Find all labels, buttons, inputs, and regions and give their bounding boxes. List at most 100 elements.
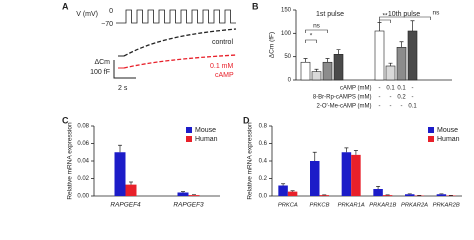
y-axis-label: Relative mRNA expression <box>247 122 254 200</box>
bar <box>436 194 447 196</box>
condition-value: 0.1 <box>397 86 406 92</box>
y-tick-label: 0.02 <box>77 176 89 182</box>
y-tick-label: 0.4 <box>259 159 268 165</box>
error-bar <box>388 62 393 66</box>
bar <box>351 154 361 196</box>
significance-bracket <box>379 16 431 20</box>
condition-value: 0.1 <box>408 104 417 110</box>
condition-label: 8-Br-Rp-cAMPS (mM) <box>313 95 372 101</box>
x-tick-label: RAPGEF4 <box>110 202 141 209</box>
bar <box>382 195 393 196</box>
error-bar <box>312 151 317 161</box>
bar <box>373 189 383 196</box>
error-bar <box>118 144 122 153</box>
error-bar <box>290 190 295 192</box>
error-bar <box>303 58 308 63</box>
bar <box>278 185 288 196</box>
condition-label: 2-O′-Me-cAMP (mM) <box>316 104 371 110</box>
bar <box>407 30 418 81</box>
condition-value: - <box>379 86 381 92</box>
condition-value: - <box>401 104 403 110</box>
bar <box>114 152 126 196</box>
y-tick-label: 0.00 <box>77 194 89 200</box>
error-bar <box>410 20 415 31</box>
y-tick-label: 100 <box>281 31 292 37</box>
x-tick-label: PRKAR2A <box>401 203 428 209</box>
error-bar <box>281 183 286 186</box>
panel-label: A <box>62 1 69 11</box>
error-bar <box>353 150 358 155</box>
condition-value: 0.2 <box>397 95 406 101</box>
x-tick-label: PRKAR2B <box>433 203 460 209</box>
error-bar <box>314 68 319 72</box>
error-bar <box>376 186 381 189</box>
voltage-level: −70 <box>101 21 113 28</box>
y-tick-label: 0.8 <box>259 124 268 130</box>
error-bar <box>377 22 382 31</box>
panel-label: D <box>243 115 250 125</box>
error-bar <box>181 191 185 193</box>
condition-value: - <box>412 95 414 101</box>
condition-value: - <box>379 104 381 110</box>
bar <box>188 195 200 196</box>
trace-label: cAMP <box>215 72 234 79</box>
y-tick-label: 150 <box>281 8 292 14</box>
panel-label: B <box>252 1 259 11</box>
significance-label: ** <box>382 13 388 20</box>
legend-swatch <box>428 127 434 133</box>
condition-value: - <box>379 95 381 101</box>
trace-label: 0.1 mM <box>210 63 234 70</box>
bar <box>177 192 189 196</box>
bar <box>396 47 407 81</box>
figure: A V (mV) 0 −70 control 0.1 mM cAMP ΔCm 1… <box>62 1 462 209</box>
legend-label: Mouse <box>437 127 458 134</box>
legend-swatch <box>186 127 192 133</box>
y-tick-label: 0.2 <box>259 176 268 182</box>
trace-label: control <box>212 39 233 46</box>
condition-value: - <box>390 95 392 101</box>
bar <box>287 191 298 196</box>
x-tick-label: PRKCB <box>310 203 330 209</box>
y-axis-label: Relative mRNA expression <box>67 122 74 200</box>
condition-label: cAMP (mM) <box>340 86 372 92</box>
panel-label: C <box>62 115 69 125</box>
legend-swatch <box>186 136 192 142</box>
group-label: 10th pulse <box>388 11 420 18</box>
group-label: 1st pulse <box>316 11 344 18</box>
y-axis-label: ΔCm (fF) <box>269 32 276 58</box>
bar <box>125 184 137 196</box>
bar <box>319 195 329 196</box>
bar <box>405 194 415 196</box>
x-tick-label: PRKCA <box>278 203 298 209</box>
bar <box>300 61 311 81</box>
error-bar <box>399 41 404 48</box>
condition-value: 0.1 <box>386 86 395 92</box>
legend-label: Mouse <box>195 127 216 134</box>
voltage-level: 0 <box>109 8 113 15</box>
scale-label: 100 fF <box>90 69 110 76</box>
significance-bracket <box>305 39 317 43</box>
y-tick-label: 0.06 <box>77 141 89 147</box>
bar <box>311 71 322 81</box>
y-tick-label: 50 <box>284 54 291 60</box>
significance-label: ns <box>313 23 321 30</box>
legend-label: Human <box>195 136 218 143</box>
y-tick-label: 0.0 <box>259 194 268 200</box>
bar <box>385 65 396 81</box>
control-trace <box>123 28 237 57</box>
significance-label: * <box>310 33 313 40</box>
scale-bar <box>113 60 136 79</box>
y-tick-label: 0.08 <box>77 124 89 130</box>
significance-bracket <box>379 19 391 23</box>
error-bar <box>344 147 349 153</box>
condition-value: - <box>390 104 392 110</box>
x-tick-label: RAPGEF3 <box>173 202 204 209</box>
error-bar <box>336 49 341 55</box>
bar <box>310 161 320 196</box>
voltage-trace <box>116 9 236 24</box>
scale-label: ΔCm <box>94 59 110 66</box>
legend-label: Human <box>437 136 460 143</box>
legend-swatch <box>428 136 434 142</box>
scale-label: 2 s <box>118 85 128 92</box>
bar <box>333 54 344 81</box>
